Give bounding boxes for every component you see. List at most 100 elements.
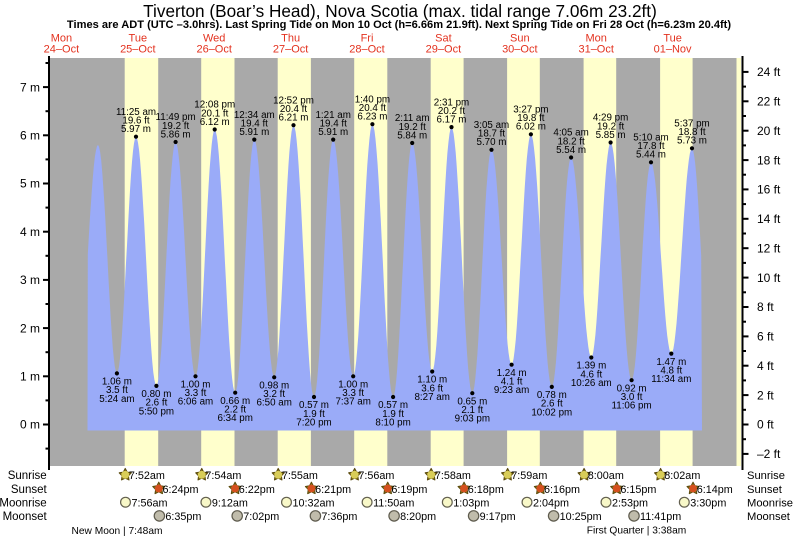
svg-text:6.02 m: 6.02 m (516, 122, 546, 133)
svg-text:7:55am: 7:55am (282, 470, 318, 482)
svg-text:5.85 m: 5.85 m (596, 130, 626, 141)
svg-text:1.06 m: 1.06 m (102, 377, 132, 388)
svg-text:New Moon | 7:48am: New Moon | 7:48am (72, 526, 163, 537)
svg-text:5.44 m: 5.44 m (636, 150, 666, 161)
svg-text:5.91 m: 5.91 m (239, 127, 269, 138)
svg-text:29–Oct: 29–Oct (426, 44, 461, 56)
svg-text:4.8 ft: 4.8 ft (660, 365, 682, 376)
svg-text:5.54 m: 5.54 m (556, 145, 586, 156)
svg-text:3.3 ft: 3.3 ft (342, 388, 364, 399)
svg-text:26–Oct: 26–Oct (196, 44, 231, 56)
svg-text:10:25pm: 10:25pm (560, 511, 602, 523)
svg-text:6:24pm: 6:24pm (163, 484, 199, 496)
svg-text:6:19pm: 6:19pm (391, 484, 427, 496)
svg-text:0.78 m: 0.78 m (537, 390, 567, 401)
svg-text:6:16pm: 6:16pm (544, 484, 580, 496)
svg-text:Sunrise: Sunrise (8, 470, 47, 482)
svg-text:3:30pm: 3:30pm (690, 498, 726, 510)
svg-text:24 ft: 24 ft (757, 65, 781, 79)
svg-text:Sunrise: Sunrise (747, 470, 785, 482)
svg-text:6:15pm: 6:15pm (620, 484, 656, 496)
svg-text:18 ft: 18 ft (757, 153, 781, 167)
svg-text:3.0 ft: 3.0 ft (621, 392, 643, 403)
svg-text:5.84 m: 5.84 m (397, 130, 427, 141)
svg-text:2.1 ft: 2.1 ft (461, 405, 483, 416)
svg-text:5 m: 5 m (20, 177, 40, 191)
svg-text:12 ft: 12 ft (757, 241, 781, 255)
svg-text:Moonset: Moonset (3, 511, 48, 523)
svg-text:12:08 pm: 12:08 pm (194, 100, 235, 111)
svg-text:Thu: Thu (281, 33, 300, 45)
svg-text:4.1 ft: 4.1 ft (501, 377, 523, 388)
svg-text:19.2 ft: 19.2 ft (597, 121, 625, 132)
svg-text:1.00 m: 1.00 m (338, 380, 368, 391)
svg-text:1.47 m: 1.47 m (656, 357, 686, 368)
svg-text:19.2 ft: 19.2 ft (162, 121, 190, 132)
svg-text:Tue: Tue (129, 33, 148, 45)
svg-text:5.91 m: 5.91 m (318, 127, 348, 138)
svg-text:6:21pm: 6:21pm (315, 484, 351, 496)
svg-text:7:20 pm: 7:20 pm (296, 417, 331, 428)
svg-text:1:03pm: 1:03pm (453, 498, 489, 510)
svg-text:10:32am: 10:32am (293, 498, 335, 510)
svg-text:17.8 ft: 17.8 ft (637, 141, 665, 152)
svg-text:6:50 am: 6:50 am (256, 398, 291, 409)
svg-text:19.4 ft: 19.4 ft (320, 118, 348, 129)
svg-text:Sunset: Sunset (747, 484, 783, 496)
svg-text:5:10 am: 5:10 am (633, 133, 668, 144)
svg-text:16 ft: 16 ft (757, 183, 781, 197)
svg-text:12:52 pm: 12:52 pm (273, 95, 314, 106)
svg-text:19.2 ft: 19.2 ft (399, 122, 427, 133)
svg-text:01–Nov: 01–Nov (654, 44, 692, 56)
svg-text:6.12 m: 6.12 m (200, 117, 230, 128)
svg-text:6:22pm: 6:22pm (239, 484, 275, 496)
svg-text:5:24 am: 5:24 am (99, 394, 134, 405)
svg-text:18.2 ft: 18.2 ft (557, 136, 585, 147)
svg-text:6:18pm: 6:18pm (468, 484, 504, 496)
svg-text:5:37 pm: 5:37 pm (674, 119, 709, 130)
svg-text:20 ft: 20 ft (757, 124, 781, 138)
svg-text:1.24 m: 1.24 m (497, 368, 527, 379)
svg-text:27–Oct: 27–Oct (273, 44, 308, 56)
svg-text:8:27 am: 8:27 am (414, 392, 449, 403)
svg-text:1 m: 1 m (20, 370, 40, 384)
svg-text:2:31 pm: 2:31 pm (434, 97, 469, 108)
svg-text:Tue: Tue (663, 33, 682, 45)
svg-text:31–Oct: 31–Oct (578, 44, 613, 56)
svg-text:4:29 pm: 4:29 pm (593, 113, 628, 124)
svg-text:20.2 ft: 20.2 ft (438, 106, 466, 117)
svg-text:6:06 am: 6:06 am (178, 397, 213, 408)
svg-text:7 m: 7 m (20, 80, 40, 94)
svg-text:2.2 ft: 2.2 ft (224, 405, 246, 416)
svg-text:11:34 am: 11:34 am (651, 374, 691, 385)
svg-text:19.8 ft: 19.8 ft (517, 113, 545, 124)
svg-text:Sun: Sun (510, 33, 530, 45)
svg-text:6.23 m: 6.23 m (357, 112, 387, 123)
svg-text:3.6 ft: 3.6 ft (421, 383, 443, 394)
svg-text:8 ft: 8 ft (757, 300, 774, 314)
svg-text:11:49 pm: 11:49 pm (156, 112, 196, 123)
svg-text:4:05 am: 4:05 am (553, 128, 588, 139)
svg-text:4 m: 4 m (20, 225, 40, 239)
svg-text:1.00 m: 1.00 m (181, 380, 211, 391)
svg-text:9:12am: 9:12am (212, 498, 248, 510)
svg-text:1:40 pm: 1:40 pm (355, 94, 390, 105)
svg-text:Mon: Mon (51, 33, 72, 45)
svg-text:9:23 am: 9:23 am (494, 385, 529, 396)
svg-text:3 m: 3 m (20, 273, 40, 287)
svg-text:6 m: 6 m (20, 129, 40, 143)
svg-text:7:37 am: 7:37 am (335, 397, 370, 408)
svg-text:18.8 ft: 18.8 ft (678, 127, 706, 138)
svg-text:7:36pm: 7:36pm (321, 511, 357, 523)
svg-text:6:14pm: 6:14pm (697, 484, 733, 496)
svg-text:3:27 pm: 3:27 pm (513, 105, 548, 116)
svg-text:10 ft: 10 ft (757, 271, 781, 285)
svg-text:0 ft: 0 ft (757, 418, 774, 432)
svg-text:20.4 ft: 20.4 ft (359, 103, 387, 114)
svg-text:Sunset: Sunset (11, 484, 48, 496)
svg-text:0.80 m: 0.80 m (141, 389, 171, 400)
svg-text:3.5 ft: 3.5 ft (106, 385, 128, 396)
svg-text:8:02am: 8:02am (664, 470, 700, 482)
svg-text:3.3 ft: 3.3 ft (185, 388, 207, 399)
svg-text:8:00am: 8:00am (588, 470, 624, 482)
